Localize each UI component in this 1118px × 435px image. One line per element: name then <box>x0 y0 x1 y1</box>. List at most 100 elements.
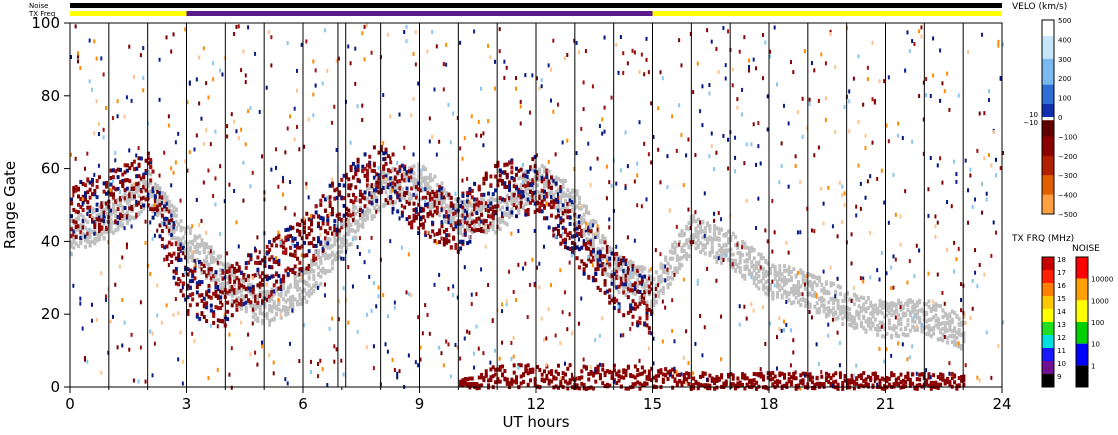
ground-scatter-cell <box>209 260 213 265</box>
velocity-cell <box>400 210 404 215</box>
velocity-cell <box>603 254 607 259</box>
ground-scatter-cell <box>393 200 397 205</box>
ground-scatter-cell <box>463 202 467 207</box>
sparse-velocity-cell <box>88 38 91 43</box>
velocity-cell <box>442 229 446 234</box>
sparse-velocity-cell <box>382 141 385 146</box>
ground-scatter-cell <box>755 276 759 281</box>
ground-scatter-cell <box>314 284 318 289</box>
velocity-cell <box>636 304 640 309</box>
ground-scatter-cell <box>365 197 369 202</box>
sparse-velocity-cell <box>240 68 243 73</box>
sparse-velocity-cell <box>137 181 140 186</box>
ground-scatter-cell <box>247 289 251 294</box>
sparse-velocity-cell <box>286 41 289 46</box>
velocity-cell <box>377 185 381 190</box>
near-range-cell <box>715 385 719 390</box>
ground-scatter-cell <box>214 272 218 277</box>
sparse-velocity-cell <box>177 311 180 316</box>
sparse-velocity-cell <box>559 376 562 381</box>
ground-scatter-cell <box>424 167 428 172</box>
velocity-cell <box>640 279 644 284</box>
velocity-cell <box>473 203 477 208</box>
velocity-cell <box>130 186 134 191</box>
sparse-velocity-cell <box>298 359 301 364</box>
near-range-cell <box>636 380 640 385</box>
velocity-cell <box>463 228 467 233</box>
sparse-velocity-cell <box>605 164 608 169</box>
ground-scatter-cell <box>778 264 782 269</box>
ground-scatter-cell <box>461 218 465 223</box>
ground-scatter-cell <box>442 206 446 211</box>
velocity-cell <box>193 276 197 281</box>
velocity-cell <box>622 258 626 263</box>
near-range-cell <box>522 373 526 378</box>
velocity-cell <box>170 253 174 258</box>
ground-scatter-cell <box>296 302 300 307</box>
ground-scatter-cell <box>316 265 320 270</box>
sparse-velocity-cell <box>403 30 406 35</box>
sparse-velocity-cell <box>468 330 471 335</box>
velocity-cell <box>342 196 346 201</box>
sparse-velocity-cell <box>163 199 166 204</box>
velocity-cell <box>132 186 136 191</box>
velocity-cell <box>626 310 630 315</box>
ground-scatter-cell <box>591 242 595 247</box>
ground-scatter-cell <box>275 288 279 293</box>
sparse-velocity-cell <box>179 279 182 284</box>
ground-scatter-cell <box>102 200 106 205</box>
velocity-cell <box>570 246 574 251</box>
sparse-velocity-cell <box>626 235 629 240</box>
velocity-cell <box>494 209 498 214</box>
velocity-cell <box>414 185 418 190</box>
ground-scatter-cell <box>312 284 316 289</box>
ground-scatter-cell <box>748 272 752 277</box>
sparse-velocity-cell <box>223 56 226 61</box>
velocity-cell <box>309 222 313 227</box>
velocity-cell <box>393 189 397 194</box>
velocity-cell <box>146 203 150 208</box>
velocity-cell <box>90 217 94 222</box>
velocity-cell <box>563 209 567 214</box>
sparse-velocity-cell <box>587 141 590 146</box>
sparse-velocity-cell <box>86 359 89 364</box>
velocity-cell <box>277 286 281 291</box>
sparse-velocity-cell <box>417 363 420 368</box>
ground-scatter-cell <box>379 183 383 188</box>
ground-scatter-cell <box>454 197 458 202</box>
sparse-velocity-cell <box>86 151 89 156</box>
ground-scatter-cell <box>752 256 756 261</box>
velocity-cell <box>619 280 623 285</box>
sparse-velocity-cell <box>76 54 79 59</box>
velocity-cell <box>254 273 258 278</box>
sparse-velocity-cell <box>333 344 336 349</box>
velocity-cell <box>300 244 304 249</box>
sparse-velocity-cell <box>741 112 744 117</box>
velocity-cell <box>459 221 463 226</box>
ground-scatter-cell <box>137 186 141 191</box>
sparse-velocity-cell <box>748 68 751 73</box>
ground-scatter-cell <box>216 255 220 260</box>
ground-scatter-cell <box>540 191 544 196</box>
velocity-cell <box>645 303 649 308</box>
velocity-cell <box>496 183 500 188</box>
ground-scatter-cell <box>445 220 449 225</box>
near-range-cell <box>636 373 640 378</box>
ground-scatter-cell <box>452 216 456 221</box>
ground-scatter-cell <box>748 252 752 257</box>
sparse-velocity-cell <box>368 249 371 254</box>
ground-scatter-cell <box>207 251 211 256</box>
velocity-cell <box>449 245 453 250</box>
ground-scatter-cell <box>622 272 626 277</box>
ground-scatter-cell <box>128 196 132 201</box>
ground-scatter-cell <box>121 222 125 227</box>
sparse-velocity-cell <box>244 142 247 147</box>
near-range-cell <box>533 382 537 387</box>
sparse-velocity-cell <box>347 265 350 270</box>
ground-scatter-cell <box>307 275 311 280</box>
sparse-velocity-cell <box>752 122 755 127</box>
ground-scatter-cell <box>596 230 600 235</box>
velocity-cell <box>608 256 612 261</box>
sparse-velocity-cell <box>358 236 361 241</box>
ground-scatter-cell <box>650 304 654 309</box>
